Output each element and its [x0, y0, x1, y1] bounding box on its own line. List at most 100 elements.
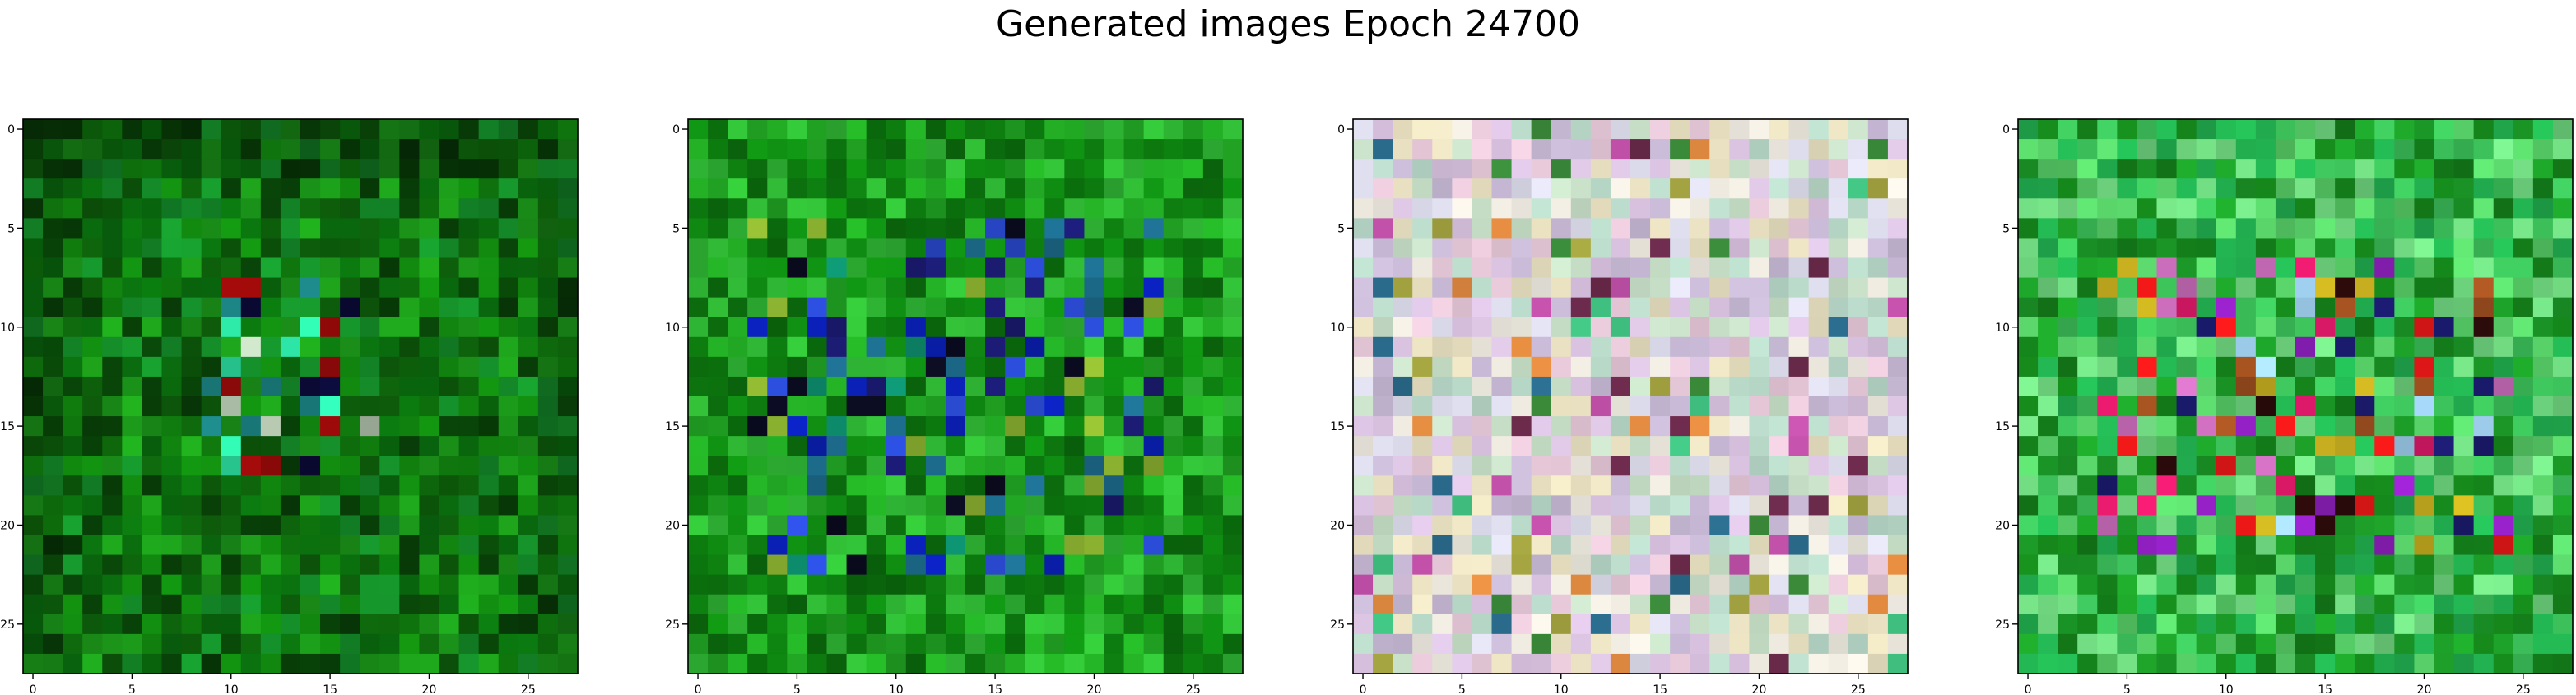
pixel: [1123, 317, 1145, 338]
pixel: [1531, 594, 1552, 615]
pixel: [478, 218, 500, 239]
pixel: [537, 416, 559, 437]
pixel: [2137, 317, 2158, 338]
pixel: [2453, 554, 2475, 576]
pixel: [1104, 475, 1125, 496]
pixel: [2176, 614, 2197, 635]
pixel: [1570, 436, 1592, 456]
pixel: [1163, 218, 1184, 239]
pixel: [1570, 139, 1592, 160]
pixel: [1531, 238, 1552, 259]
pixel: [340, 277, 360, 299]
pixel: [2058, 356, 2078, 378]
pixel: [280, 257, 301, 279]
pixel: [1412, 198, 1433, 219]
pixel: [458, 238, 480, 259]
pixel: [2315, 436, 2336, 456]
pixel: [2255, 515, 2276, 536]
pixel: [2058, 475, 2078, 496]
pixel: [767, 119, 788, 140]
pixel: [1143, 159, 1165, 179]
pixel: [1472, 277, 1493, 299]
pixel: [2355, 396, 2375, 417]
pixel: [965, 119, 986, 140]
pixel: [1044, 198, 1065, 219]
pixel: [2315, 238, 2336, 259]
pixel: [2453, 456, 2475, 476]
pixel: [728, 475, 748, 496]
pixel: [1353, 396, 1374, 417]
pixel: [102, 356, 123, 378]
pixel: [1084, 336, 1105, 358]
pixel: [807, 317, 828, 338]
pixel: [82, 159, 103, 179]
pixel: [2018, 436, 2039, 456]
y-tick-label: 10: [1330, 322, 1345, 335]
pixel: [142, 198, 163, 219]
pixel: [2156, 159, 2178, 179]
pixel: [846, 633, 867, 655]
pixel: [537, 178, 559, 199]
pixel: [280, 416, 301, 437]
pixel: [2355, 554, 2375, 576]
pixel: [1650, 257, 1671, 279]
pixel: [1025, 159, 1045, 179]
pixel: [1104, 376, 1125, 397]
pixel: [2235, 159, 2257, 179]
pixel: [945, 178, 966, 199]
pixel: [1025, 416, 1045, 437]
pixel: [2552, 475, 2574, 496]
pixel: [498, 653, 519, 674]
pixel: [221, 218, 242, 239]
pixel: [2216, 574, 2237, 595]
pixel: [2532, 515, 2554, 536]
y-tick-label: 5: [672, 222, 680, 235]
pixel: [925, 594, 946, 615]
pixel: [221, 297, 242, 318]
pixel: [122, 178, 143, 199]
pixel: [1749, 396, 1770, 417]
pixel: [1630, 515, 1651, 536]
pixel: [1690, 416, 1710, 437]
pixel: [458, 633, 480, 655]
pixel: [1104, 139, 1125, 160]
pixel: [537, 198, 559, 219]
pixel: [2513, 594, 2534, 615]
pixel: [1769, 356, 1790, 378]
pixel: [688, 119, 709, 140]
pixel: [846, 436, 867, 456]
pixel: [1452, 277, 1473, 299]
pixel: [300, 198, 321, 219]
pixel: [1163, 119, 1184, 140]
pixel: [518, 574, 539, 595]
pixel: [985, 317, 1006, 338]
pixel: [379, 594, 400, 615]
pixel: [2295, 396, 2316, 417]
pixel: [1590, 159, 1611, 179]
pixel: [1432, 297, 1453, 318]
pixel: [320, 633, 341, 655]
pixel: [688, 614, 709, 635]
pixel: [2394, 198, 2416, 219]
pixel: [181, 336, 202, 358]
pixel: [1432, 218, 1453, 239]
pixel: [2097, 436, 2118, 456]
pixel: [181, 178, 202, 199]
pixel: [1412, 238, 1433, 259]
pixel: [2137, 198, 2158, 219]
pixel: [1044, 336, 1065, 358]
pixel: [557, 495, 579, 517]
pixel: [181, 436, 202, 456]
pixel: [142, 139, 163, 160]
pixel: [1222, 376, 1244, 397]
pixel: [1848, 456, 1869, 476]
pixel: [122, 554, 143, 576]
pixel: [2453, 495, 2475, 517]
pixel: [102, 535, 123, 556]
pixel: [1690, 436, 1710, 456]
pixel: [1610, 495, 1631, 517]
pixel: [2394, 356, 2416, 378]
pixel: [439, 614, 460, 635]
pixel: [2156, 277, 2178, 299]
pixel: [1788, 297, 1810, 318]
